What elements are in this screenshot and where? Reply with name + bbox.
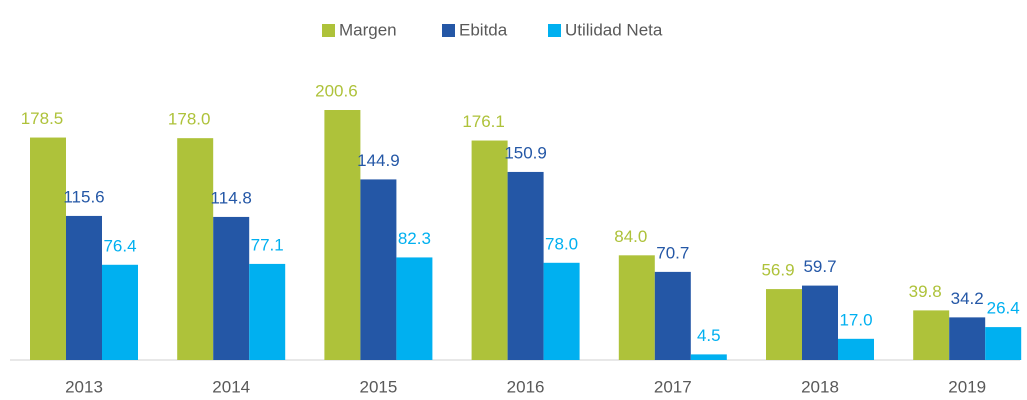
data-label: 17.0	[839, 310, 872, 329]
bar	[543, 262, 580, 360]
legend-label: Utilidad Neta	[565, 20, 663, 39]
data-label: 176.1	[462, 112, 505, 131]
data-label: 70.7	[656, 243, 689, 262]
bar	[913, 310, 950, 360]
bar	[324, 110, 361, 360]
bar	[838, 338, 874, 360]
data-label: 78.0	[545, 234, 578, 253]
data-label: 150.9	[504, 143, 547, 162]
data-label: 84.0	[614, 227, 647, 246]
bar	[177, 138, 214, 360]
data-label: 178.0	[168, 110, 211, 129]
bar	[507, 171, 544, 360]
bar	[249, 263, 286, 360]
data-label: 39.8	[909, 282, 942, 301]
legend-swatch	[442, 24, 455, 37]
data-label: 26.4	[987, 299, 1020, 318]
bar	[102, 264, 138, 360]
x-tick-label: 2019	[948, 377, 986, 396]
data-label: 144.9	[357, 151, 400, 170]
data-label: 4.5	[697, 326, 721, 345]
data-label: 200.6	[315, 81, 358, 100]
x-tick-label: 2018	[801, 377, 839, 396]
bar	[802, 285, 838, 360]
data-label: 34.2	[951, 289, 984, 308]
x-tick-label: 2017	[654, 377, 692, 396]
data-label: 59.7	[803, 257, 836, 276]
bar	[213, 216, 250, 360]
bar	[66, 215, 102, 360]
data-label: 76.4	[103, 236, 136, 255]
x-tick-label: 2014	[212, 377, 250, 396]
data-label: 82.3	[398, 229, 431, 248]
bar	[618, 255, 655, 360]
bar	[654, 271, 691, 360]
legend-swatch	[548, 24, 561, 37]
bar	[30, 137, 66, 360]
bar	[360, 179, 397, 360]
x-tick-label: 2015	[359, 377, 397, 396]
bar	[690, 354, 727, 360]
legend-label: Ebitda	[459, 20, 508, 39]
bar	[949, 317, 986, 360]
legend-swatch	[322, 24, 335, 37]
x-tick-label: 2013	[65, 377, 103, 396]
data-label: 178.5	[21, 109, 64, 128]
bar	[985, 327, 1022, 360]
x-tick-label: 2016	[507, 377, 545, 396]
data-label: 114.8	[211, 188, 252, 207]
legend-label: Margen	[339, 20, 397, 39]
data-label: 115.6	[63, 187, 104, 206]
bar	[766, 289, 802, 360]
data-label: 56.9	[761, 261, 794, 280]
bar	[471, 140, 508, 360]
data-label: 77.1	[251, 235, 284, 254]
bar	[396, 257, 433, 360]
